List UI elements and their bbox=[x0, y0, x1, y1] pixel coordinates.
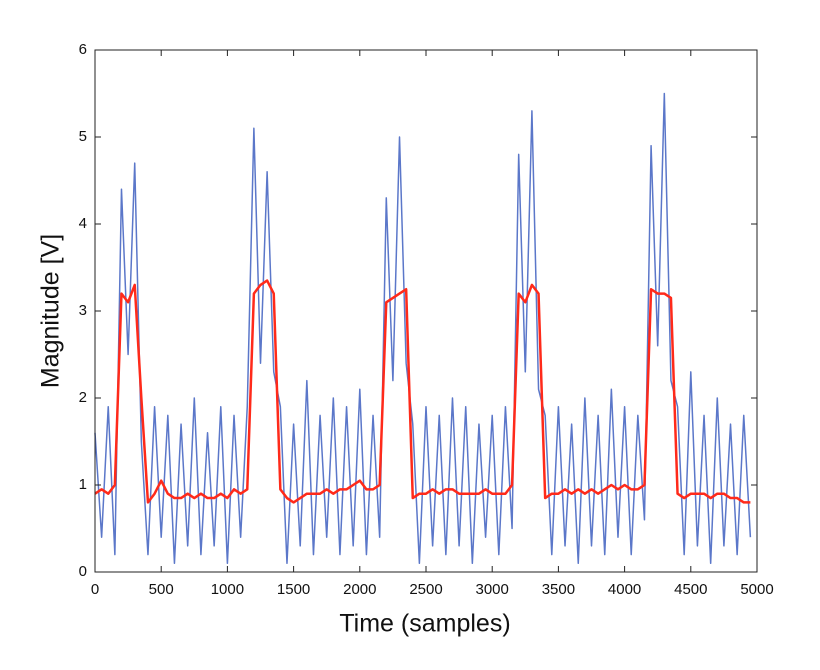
x-tick-label: 1000 bbox=[211, 581, 244, 598]
x-tick-label: 2000 bbox=[343, 581, 376, 598]
x-tick-label: 3500 bbox=[542, 581, 575, 598]
x-axis-label: Time (samples) bbox=[339, 610, 510, 638]
y-tick-label: 2 bbox=[79, 389, 87, 406]
series-line bbox=[94, 279, 751, 504]
y-tick-label: 0 bbox=[79, 563, 87, 580]
x-tick-label: 1500 bbox=[277, 581, 310, 598]
y-tick-label: 6 bbox=[79, 41, 87, 58]
y-tick-label: 1 bbox=[79, 476, 87, 493]
x-tick-label: 4000 bbox=[608, 581, 641, 598]
x-tick-label: 500 bbox=[149, 581, 174, 598]
x-tick-label: 4500 bbox=[674, 581, 707, 598]
x-tick-label: 2500 bbox=[409, 581, 442, 598]
x-tick-label: 0 bbox=[91, 581, 99, 598]
series-line bbox=[94, 92, 752, 565]
y-tick-label: 3 bbox=[79, 302, 87, 319]
y-tick-label: 5 bbox=[79, 128, 87, 145]
x-tick-label: 3000 bbox=[476, 581, 509, 598]
y-axis-label: Magnitude [V] bbox=[37, 234, 65, 388]
y-tick-label: 4 bbox=[79, 215, 87, 232]
x-tick-label: 5000 bbox=[740, 581, 773, 598]
